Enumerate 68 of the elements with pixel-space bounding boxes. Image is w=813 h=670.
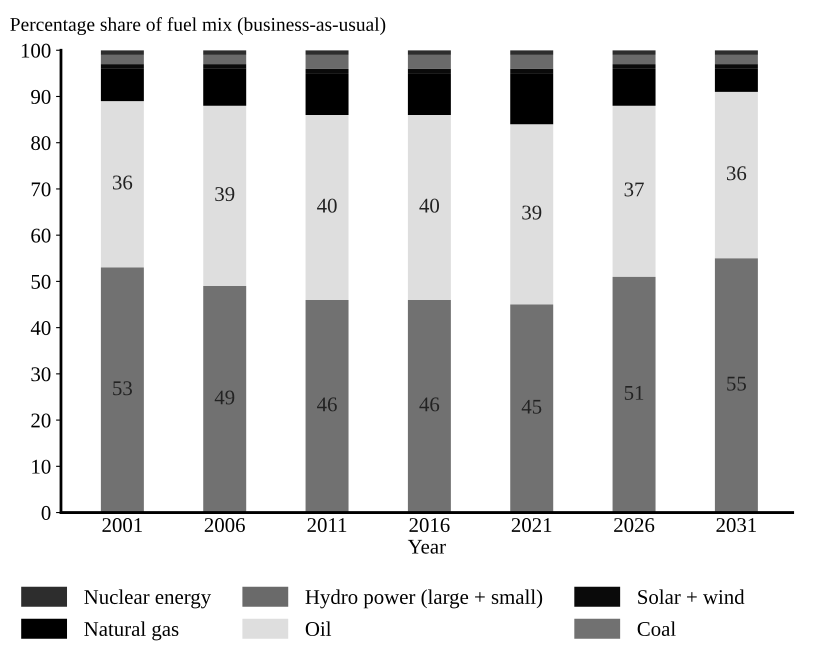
bar [408, 300, 451, 513]
data-label: 55 [727, 376, 746, 391]
y-tick-label: 30 [31, 367, 50, 382]
data-label: 40 [317, 198, 337, 213]
bar [100, 101, 144, 268]
y-tick-label: 40 [30, 321, 50, 336]
x-tick-label: 2011 [308, 518, 346, 532]
bar [306, 50, 349, 55]
x-tick-label: 2016 [409, 518, 450, 532]
bar [203, 54, 246, 64]
bar [203, 286, 246, 513]
y-tick-label: 90 [31, 90, 50, 104]
legend-label: Solar + wind [638, 589, 744, 604]
bar [100, 268, 144, 513]
data-label: 40 [419, 198, 440, 213]
legend-label: Coal [638, 621, 676, 636]
x-tick-label: 2006 [204, 518, 245, 532]
bar [714, 258, 758, 513]
bar [510, 54, 554, 69]
data-label: 36 [726, 166, 746, 180]
x-tick-label: 2026 [614, 518, 654, 532]
data-label: 53 [113, 381, 132, 396]
bar [306, 300, 349, 513]
chart-title: Percentage share of fuel mix (business-as-usual) [10, 17, 386, 35]
y-tick-label: 50 [32, 274, 50, 289]
bar [510, 124, 554, 305]
data-label: 46 [419, 397, 440, 412]
y-tick-label: 70 [32, 182, 50, 196]
bar [203, 106, 246, 286]
y-tick-label: 100 [22, 44, 50, 58]
bar [612, 50, 656, 55]
bar [203, 50, 246, 55]
data-label: 37 [624, 182, 644, 196]
y-tick-label: 0 [42, 506, 50, 520]
data-label: 46 [317, 397, 337, 412]
legend-label: Natural gas [84, 621, 178, 640]
legend-label: Hydro power (large + small) [305, 589, 542, 608]
data-label: 39 [522, 206, 542, 220]
bar [612, 54, 656, 64]
bar [306, 114, 349, 300]
bar [714, 54, 758, 64]
bar [612, 106, 656, 277]
x-tick-label: 2021 [512, 518, 552, 532]
y-tick-label: 60 [31, 228, 50, 243]
bar [408, 114, 451, 300]
y-tick-label: 20 [31, 413, 50, 428]
x-axis-title: Year [408, 540, 446, 554]
y-tick-label: 10 [32, 460, 50, 474]
x-tick-label: 2001 [102, 518, 142, 532]
bar [408, 54, 451, 69]
bar [510, 304, 554, 513]
bar [408, 50, 451, 55]
y-tick-label: 80 [31, 136, 50, 150]
bar [714, 92, 758, 258]
data-label: 45 [522, 400, 542, 414]
bar [100, 54, 144, 64]
bar [100, 50, 144, 55]
bar [306, 54, 349, 69]
legend-label: Oil [306, 621, 332, 636]
bar [612, 276, 656, 513]
data-label: 49 [214, 390, 234, 404]
legend-label: Nuclear energy [84, 589, 212, 608]
bar [714, 50, 758, 55]
data-label: 36 [112, 176, 132, 190]
bar [510, 50, 554, 55]
x-tick-label: 2031 [716, 518, 756, 532]
data-label: 39 [215, 187, 234, 202]
data-label: 51 [624, 386, 644, 400]
